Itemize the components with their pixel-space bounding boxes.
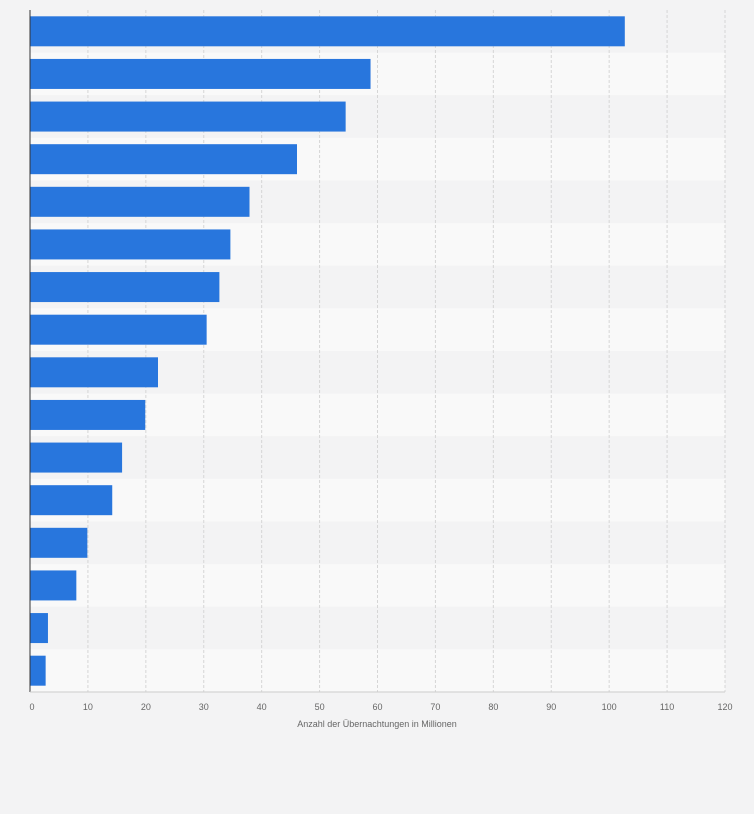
- bar[interactable]: [30, 442, 123, 473]
- x-tick-label: 20: [141, 702, 151, 712]
- bar[interactable]: [30, 613, 48, 644]
- axes: [29, 10, 725, 693]
- x-tick-label: 70: [430, 702, 440, 712]
- x-tick-label: 100: [602, 702, 617, 712]
- bar[interactable]: [30, 58, 371, 89]
- x-tick-label: 90: [546, 702, 556, 712]
- bar[interactable]: [30, 16, 625, 47]
- bars: [30, 16, 625, 686]
- x-tick-label: 50: [315, 702, 325, 712]
- x-tick-label: 120: [717, 702, 732, 712]
- x-tick-label: 0: [29, 702, 34, 712]
- bar[interactable]: [30, 314, 207, 345]
- bar[interactable]: [30, 186, 250, 217]
- x-tick-label: 40: [257, 702, 267, 712]
- bar[interactable]: [30, 144, 297, 175]
- bar[interactable]: [30, 399, 146, 430]
- x-tick-label: 10: [83, 702, 93, 712]
- bar[interactable]: [30, 527, 88, 558]
- bar[interactable]: [30, 101, 346, 132]
- bar[interactable]: [30, 570, 77, 601]
- x-axis-ticks: 0 10 20 30 40 50 60 70 80 90 100 110 120: [29, 702, 732, 712]
- bar[interactable]: [30, 485, 113, 516]
- x-tick-label: 110: [660, 702, 674, 712]
- bar[interactable]: [30, 655, 46, 686]
- gridlines: [87, 10, 726, 692]
- bar[interactable]: [30, 357, 158, 388]
- x-tick-label: 30: [199, 702, 209, 712]
- bar[interactable]: [30, 229, 231, 260]
- x-axis-label: Anzahl der Übernachtungen in Millionen: [297, 719, 457, 729]
- x-tick-label: 80: [488, 702, 498, 712]
- bar[interactable]: [30, 272, 220, 303]
- x-tick-label: 60: [372, 702, 382, 712]
